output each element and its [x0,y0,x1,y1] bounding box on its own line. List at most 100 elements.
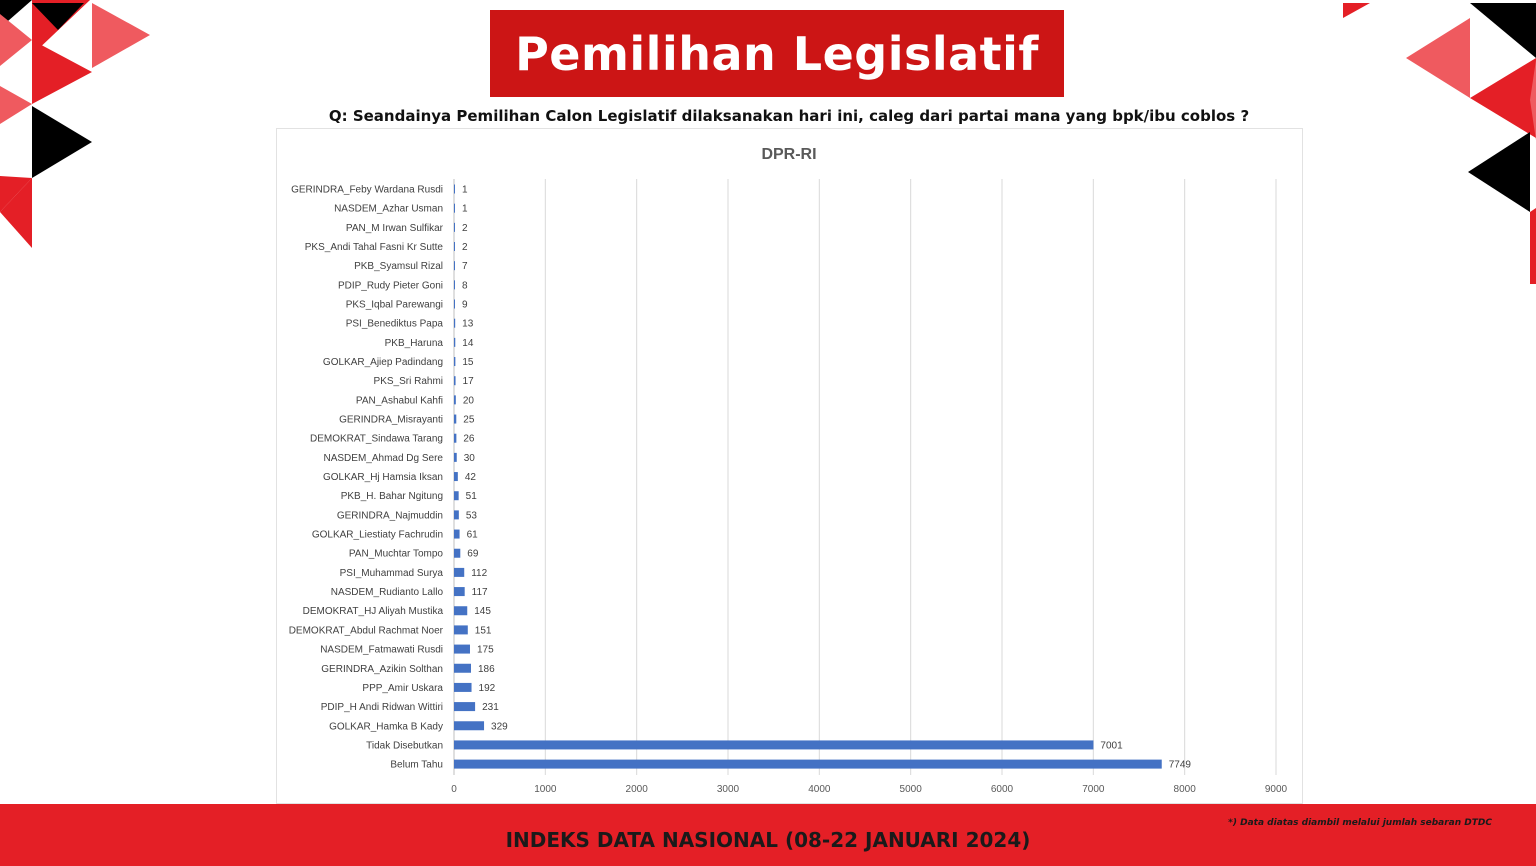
bar [454,721,485,731]
x-tick-label: 7000 [1082,784,1105,795]
value-label: 9 [462,300,468,311]
bar [454,606,468,616]
bar [454,318,456,328]
category-label: DEMOKRAT_Sindawa Tarang [310,434,443,445]
x-tick-label: 5000 [900,784,923,795]
value-label: 175 [477,645,494,656]
value-label: 53 [466,510,478,521]
value-label: 69 [467,549,479,560]
value-label: 1 [462,185,468,196]
category-label: PKB_Syamsul Rizal [354,261,443,272]
value-label: 2 [462,242,468,253]
bar [454,625,468,635]
bar [454,529,460,539]
value-label: 14 [462,338,474,349]
category-label: DEMOKRAT_Abdul Rachmat Noer [289,625,444,636]
bar [454,682,472,692]
bar [454,184,455,194]
footer-note: *) Data diatas diambil melalui jumlah se… [1228,818,1492,828]
bar [454,491,459,501]
category-label: NASDEM_Fatmawati Rusdi [320,645,443,656]
category-label: GERINDRA_Najmuddin [337,510,443,521]
category-label: PAN_Muchtar Tompo [349,549,444,560]
x-tick-label: 0 [451,784,457,795]
bar [454,472,458,482]
category-label: GERINDRA_Misrayanti [339,415,443,426]
x-axis-ticks: 0 1000 2000 3000 4000 5000 6000 7000 8000 9000 [451,784,1287,795]
value-label: 2 [462,223,468,234]
value-label: 20 [463,395,475,406]
bar-chart: DPR-RI GERINDRA_Feby Wardana Rusdi NASDEM… [289,146,1288,795]
category-label: Belum Tahu [390,760,443,771]
value-label: 145 [474,606,491,617]
category-label: PKS_Iqbal Parewangi [346,300,443,311]
category-label: PKS_Sri Rahmi [374,376,443,387]
title-banner: Pemilihan Legislatif [490,10,1064,97]
category-label: GOLKAR_Hj Hamsia Iksan [323,472,443,483]
x-tick-label: 1000 [534,784,557,795]
category-label: NASDEM_Azhar Usman [334,204,443,215]
x-tick-label: 9000 [1265,784,1288,795]
bar [454,759,1162,769]
x-tick-label: 3000 [717,784,740,795]
bar [454,261,455,271]
bar [454,395,456,405]
bar [454,663,471,673]
value-label: 7001 [1100,740,1123,751]
category-label: GOLKAR_Liestiaty Fachrudin [312,530,443,541]
value-label: 42 [465,472,477,483]
value-label: 17 [463,376,475,387]
value-label: 329 [491,721,508,732]
value-label: 7 [462,261,468,272]
value-label: 61 [467,530,479,541]
value-label: 8 [462,280,468,291]
bar [454,357,456,367]
value-label: 151 [475,625,492,636]
value-label: 1 [462,204,468,215]
category-label: GOLKAR_Ajiep Padindang [323,357,443,368]
x-tick-label: 8000 [1174,784,1197,795]
footer-bar [0,804,1536,866]
category-labels: GERINDRA_Feby Wardana Rusdi NASDEM_Azhar … [289,185,444,771]
gridlines [453,179,1277,775]
bar [454,548,461,558]
value-labels: 1122789131415172025263042515361691121171… [462,185,1191,771]
chart-title: DPR-RI [761,146,816,163]
value-label: 192 [479,683,496,694]
value-label: 186 [478,664,495,675]
category-label: PDIP_Rudy Pieter Goni [338,280,443,291]
bar [454,414,457,424]
bar [454,299,455,309]
bar [454,433,457,443]
bar [454,280,455,290]
category-label: NASDEM_Ahmad Dg Sere [324,453,444,464]
value-label: 25 [463,415,475,426]
page-title: Pemilihan Legislatif [515,26,1039,81]
value-label: 30 [464,453,476,464]
survey-question: Q: Seandainya Pemilihan Calon Legislatif… [328,107,1250,125]
category-label: GERINDRA_Feby Wardana Rusdi [291,185,443,196]
category-label: NASDEM_Rudianto Lallo [331,587,444,598]
x-tick-label: 4000 [808,784,831,795]
chart-container: DPR-RI GERINDRA_Feby Wardana Rusdi NASDEM… [276,128,1303,804]
bars [454,184,1162,769]
bar [454,452,457,462]
category-label: PKS_Andi Tahal Fasni Kr Sutte [305,242,444,253]
category-label: PPP_Amir Uskara [362,683,443,694]
bar [454,740,1094,750]
category-label: PKB_H. Bahar Ngitung [341,491,443,502]
value-label: 51 [466,491,478,502]
category-label: PAN_M Irwan Sulfikar [346,223,444,234]
value-label: 117 [472,587,488,598]
value-label: 13 [462,319,474,330]
category-label: PKB_Haruna [385,338,444,349]
category-label: DEMOKRAT_HJ Aliyah Mustika [303,606,444,617]
bar [454,510,459,520]
value-label: 112 [471,568,487,579]
x-tick-label: 2000 [626,784,649,795]
category-label: PSI_Benediktus Papa [346,319,444,330]
bar [454,337,456,347]
category-label: GOLKAR_Hamka B Kady [329,721,443,732]
category-label: PSI_Muhammad Surya [340,568,444,579]
value-label: 26 [463,434,475,445]
